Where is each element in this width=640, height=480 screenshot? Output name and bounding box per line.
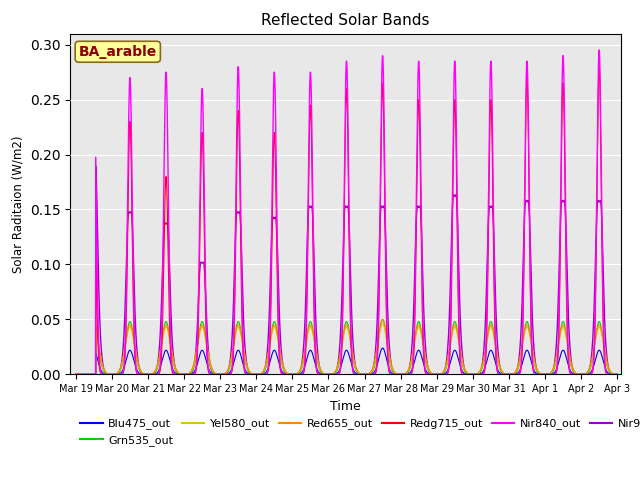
Text: BA_arable: BA_arable	[79, 45, 157, 59]
Legend: Blu475_out, Grn535_out, Yel580_out, Red655_out, Redg715_out, Nir840_out, Nir945_: Blu475_out, Grn535_out, Yel580_out, Red6…	[76, 414, 640, 450]
Title: Reflected Solar Bands: Reflected Solar Bands	[261, 13, 430, 28]
Y-axis label: Solar Raditaion (W/m2): Solar Raditaion (W/m2)	[12, 135, 24, 273]
X-axis label: Time: Time	[330, 400, 361, 413]
